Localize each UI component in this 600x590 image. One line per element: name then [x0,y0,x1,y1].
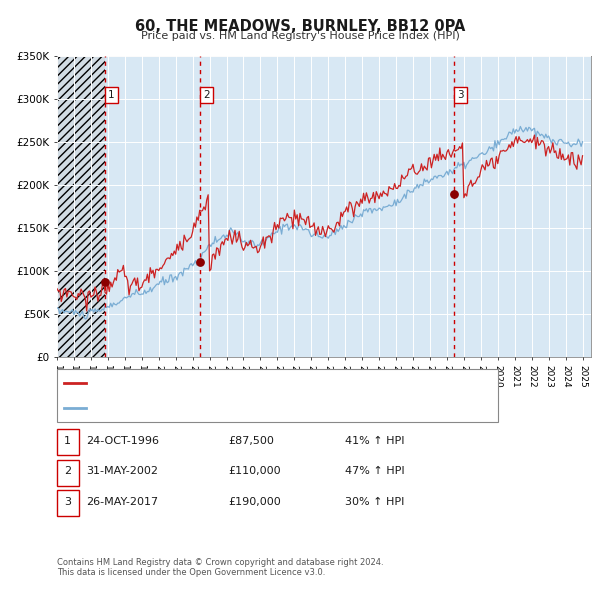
Bar [57,56,104,357]
Text: £87,500: £87,500 [228,436,274,445]
Text: 1: 1 [108,90,115,100]
Text: 24-OCT-1996: 24-OCT-1996 [86,436,159,445]
Text: 47% ↑ HPI: 47% ↑ HPI [345,467,404,476]
Text: 2: 2 [64,467,71,476]
Text: 30% ↑ HPI: 30% ↑ HPI [345,497,404,507]
Text: 26-MAY-2017: 26-MAY-2017 [86,497,158,507]
Text: 3: 3 [457,90,464,100]
Text: 1: 1 [64,436,71,445]
Text: 41% ↑ HPI: 41% ↑ HPI [345,436,404,445]
Text: 60, THE MEADOWS, BURNLEY, BB12 0PA: 60, THE MEADOWS, BURNLEY, BB12 0PA [135,19,465,34]
Point [449,189,458,198]
Text: Contains HM Land Registry data © Crown copyright and database right 2024.
This d: Contains HM Land Registry data © Crown c… [57,558,383,577]
Text: Price paid vs. HM Land Registry's House Price Index (HPI): Price paid vs. HM Land Registry's House … [140,31,460,41]
Text: 3: 3 [64,497,71,507]
Text: 60, THE MEADOWS, BURNLEY, BB12 0PA (detached house): 60, THE MEADOWS, BURNLEY, BB12 0PA (deta… [90,378,395,388]
Text: 2: 2 [203,90,209,100]
Text: HPI: Average price, detached house, Burnley: HPI: Average price, detached house, Burn… [90,402,323,412]
Point [100,277,109,286]
Text: 31-MAY-2002: 31-MAY-2002 [86,467,158,476]
Text: £110,000: £110,000 [228,467,281,476]
Text: £190,000: £190,000 [228,497,281,507]
Point [195,258,205,267]
